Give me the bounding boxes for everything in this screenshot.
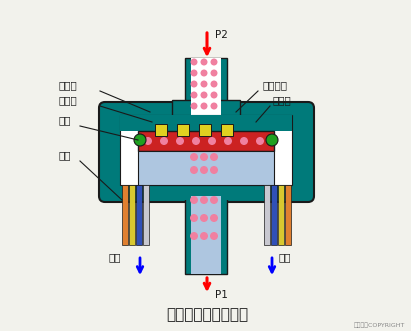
Circle shape bbox=[190, 232, 198, 240]
Bar bbox=[172, 100, 240, 118]
Bar bbox=[177, 124, 189, 136]
Text: 硅膜片: 硅膜片 bbox=[272, 95, 291, 105]
Circle shape bbox=[191, 80, 198, 87]
Bar bbox=[172, 190, 240, 200]
Text: 硅杯: 硅杯 bbox=[58, 115, 71, 125]
Circle shape bbox=[201, 91, 208, 99]
Circle shape bbox=[210, 153, 218, 161]
Circle shape bbox=[190, 153, 198, 161]
Circle shape bbox=[210, 70, 217, 76]
Circle shape bbox=[191, 103, 198, 110]
Bar bbox=[129, 185, 135, 245]
Circle shape bbox=[191, 59, 198, 66]
Bar bbox=[271, 185, 277, 245]
Bar bbox=[120, 115, 292, 185]
Text: P2: P2 bbox=[215, 30, 228, 40]
Bar bbox=[278, 185, 284, 245]
Circle shape bbox=[200, 196, 208, 204]
Circle shape bbox=[176, 137, 184, 145]
Bar bbox=[120, 115, 292, 131]
Text: 电流: 电流 bbox=[278, 252, 291, 262]
Bar bbox=[122, 185, 128, 245]
Circle shape bbox=[208, 137, 216, 145]
Bar bbox=[143, 185, 149, 245]
Circle shape bbox=[201, 80, 208, 87]
Text: 东方仿真COPYRIGHT: 东方仿真COPYRIGHT bbox=[353, 322, 405, 328]
Circle shape bbox=[210, 166, 218, 174]
Circle shape bbox=[160, 137, 168, 145]
Bar bbox=[138, 151, 274, 185]
Text: 低压腔: 低压腔 bbox=[58, 80, 77, 90]
Circle shape bbox=[210, 232, 218, 240]
Text: 高压腔: 高压腔 bbox=[58, 95, 77, 105]
Circle shape bbox=[256, 137, 264, 145]
Circle shape bbox=[200, 232, 208, 240]
Circle shape bbox=[210, 196, 218, 204]
Circle shape bbox=[191, 70, 198, 76]
Circle shape bbox=[210, 80, 217, 87]
Circle shape bbox=[210, 103, 217, 110]
Circle shape bbox=[134, 134, 146, 146]
Circle shape bbox=[224, 137, 232, 145]
Circle shape bbox=[190, 196, 198, 204]
Circle shape bbox=[201, 70, 208, 76]
FancyBboxPatch shape bbox=[99, 102, 314, 202]
Bar bbox=[136, 185, 142, 245]
Text: 电流: 电流 bbox=[108, 252, 120, 262]
Text: 扩散硅式压力传感器: 扩散硅式压力传感器 bbox=[166, 307, 248, 322]
Text: 引线: 引线 bbox=[58, 150, 71, 160]
Bar bbox=[155, 124, 167, 136]
Bar bbox=[185, 58, 227, 118]
Circle shape bbox=[240, 137, 248, 145]
Bar bbox=[199, 124, 211, 136]
Circle shape bbox=[210, 214, 218, 222]
Circle shape bbox=[191, 91, 198, 99]
Circle shape bbox=[200, 153, 208, 161]
Bar bbox=[221, 124, 233, 136]
Bar bbox=[191, 58, 221, 118]
Circle shape bbox=[201, 59, 208, 66]
Bar bbox=[138, 131, 274, 151]
Circle shape bbox=[200, 166, 208, 174]
Circle shape bbox=[266, 134, 278, 146]
Circle shape bbox=[200, 214, 208, 222]
Circle shape bbox=[144, 137, 152, 145]
Bar bbox=[185, 196, 227, 274]
Bar bbox=[191, 196, 221, 274]
Circle shape bbox=[210, 59, 217, 66]
Bar bbox=[285, 185, 291, 245]
Circle shape bbox=[192, 137, 200, 145]
Text: 扩散电阻: 扩散电阻 bbox=[262, 80, 287, 90]
Circle shape bbox=[210, 91, 217, 99]
Circle shape bbox=[190, 214, 198, 222]
Circle shape bbox=[190, 166, 198, 174]
Text: P1: P1 bbox=[215, 290, 228, 300]
Circle shape bbox=[201, 103, 208, 110]
Bar bbox=[264, 185, 270, 245]
